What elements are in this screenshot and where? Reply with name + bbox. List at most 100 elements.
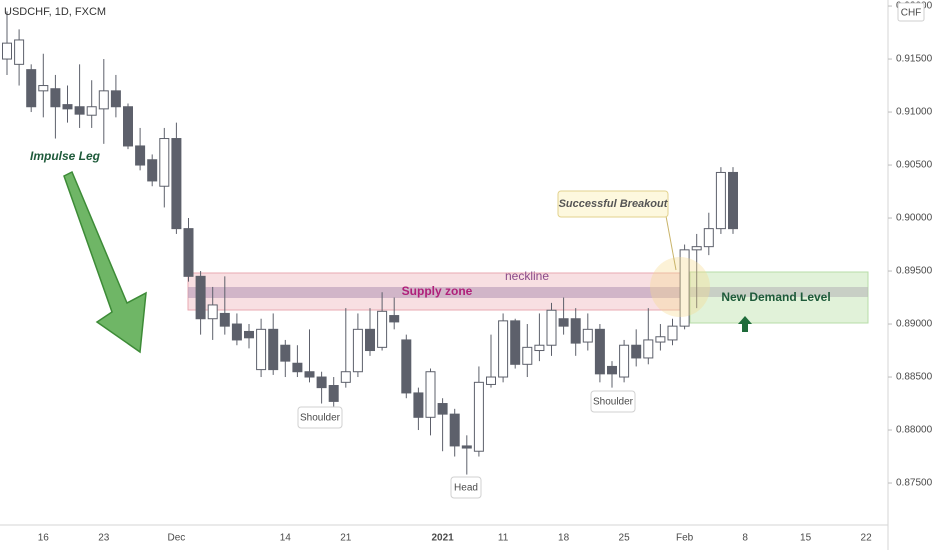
callout-box [557, 190, 669, 218]
x-tick-label: 21 [340, 533, 352, 544]
y-tick-label: 0.91000 [896, 107, 932, 118]
x-tick-label: 25 [619, 533, 631, 544]
candle-body [534, 344, 545, 352]
candle-body [655, 336, 666, 343]
candle-body [98, 90, 109, 110]
candle-body [147, 159, 158, 182]
candle-body [486, 376, 496, 385]
y-tick-label: 0.88000 [896, 425, 932, 436]
y-tick-label: 0.87500 [896, 478, 932, 489]
impulse-arrow [63, 170, 147, 354]
annotation: Supply zone [402, 284, 473, 298]
candle-body [50, 88, 61, 108]
candle-body [401, 339, 412, 394]
candle-body [691, 246, 702, 251]
y-tick-label: 0.89500 [896, 266, 932, 277]
neckline-band [188, 287, 680, 298]
candle-body [510, 320, 521, 365]
up-arrow [738, 316, 752, 332]
y-tick-label: 0.89000 [896, 319, 932, 330]
candle-body [728, 171, 738, 230]
candle-body [570, 318, 581, 344]
annotation: neckline [505, 269, 549, 283]
candle-body [268, 328, 279, 371]
candle-body [292, 362, 303, 373]
highlight-circle [650, 257, 710, 317]
annotation: Head [454, 483, 478, 494]
annotation: Impulse Leg [30, 149, 101, 163]
overlays: Impulse Leg Successful Breakout neckline… [30, 149, 831, 499]
candle-body [449, 413, 460, 447]
x-tick-label: 11 [498, 533, 509, 544]
candle-body [607, 365, 617, 375]
x-tick-label: 15 [800, 533, 812, 544]
candle-body [135, 145, 146, 166]
candle-body [679, 249, 690, 327]
y-tick-label: 0.90500 [896, 160, 932, 171]
candle-body [643, 339, 654, 359]
candle-body [207, 304, 218, 320]
chart-title: USDCHF, 1D, FXCM [4, 6, 106, 18]
candle-body [195, 275, 206, 320]
x-tick-label: 23 [98, 533, 110, 544]
label-box [450, 476, 482, 499]
candle-body [2, 42, 12, 60]
annotation: Shoulder [593, 397, 634, 408]
candle-body [631, 344, 642, 359]
candle-body [280, 344, 291, 362]
x-tick-label: 14 [280, 533, 292, 544]
candle-body [62, 104, 73, 110]
candle-body [425, 371, 436, 418]
candle-body [159, 138, 170, 187]
demand-zone [689, 271, 869, 324]
candle-body [123, 106, 133, 147]
currency-badge [897, 2, 925, 22]
candle-body [413, 392, 424, 418]
x-tick-label: Dec [168, 533, 186, 544]
candle-body [328, 385, 339, 402]
annotation: New Demand Level [721, 290, 830, 304]
y-tick-label: 0.90000 [896, 213, 932, 224]
x-tick-label: 22 [861, 533, 873, 544]
candle-body [437, 403, 448, 415]
candle-body [244, 330, 254, 339]
candle-body [340, 371, 351, 383]
candle-body [582, 328, 593, 343]
annotation: Successful Breakout [559, 198, 669, 210]
candle-body [703, 228, 714, 248]
candle-body [389, 315, 400, 323]
candle-body [667, 325, 678, 341]
candle-body [38, 85, 49, 92]
candle-body [558, 318, 569, 327]
zones [187, 271, 869, 324]
label-box [297, 406, 343, 429]
candle-body [546, 309, 557, 346]
candle-body [171, 138, 182, 230]
candle-body [316, 376, 327, 389]
candle-body [461, 445, 472, 449]
candle-body [219, 312, 230, 327]
label-box [590, 390, 636, 413]
candle-body [377, 310, 388, 348]
callout-line [665, 215, 677, 271]
candle-body [304, 371, 315, 378]
candle-body [231, 323, 242, 341]
candle-body [352, 328, 363, 373]
candle-body [183, 228, 194, 277]
y-tick-label: 0.88500 [896, 372, 932, 383]
x-tick-label: 8 [742, 533, 748, 544]
y-tick-label: 0.91500 [896, 54, 932, 65]
demand-band [690, 287, 868, 297]
candle-body [86, 106, 97, 116]
plot [2, 11, 738, 475]
x-tick-label: 16 [38, 533, 50, 544]
candle-body [619, 344, 630, 378]
candle-body [594, 328, 605, 375]
candle-body [26, 69, 37, 108]
candle-body [522, 346, 533, 365]
annotation: Shoulder [300, 413, 341, 424]
candle-body [256, 328, 267, 371]
candle-body [74, 106, 85, 115]
x-tick-label: 2021 [431, 533, 454, 544]
